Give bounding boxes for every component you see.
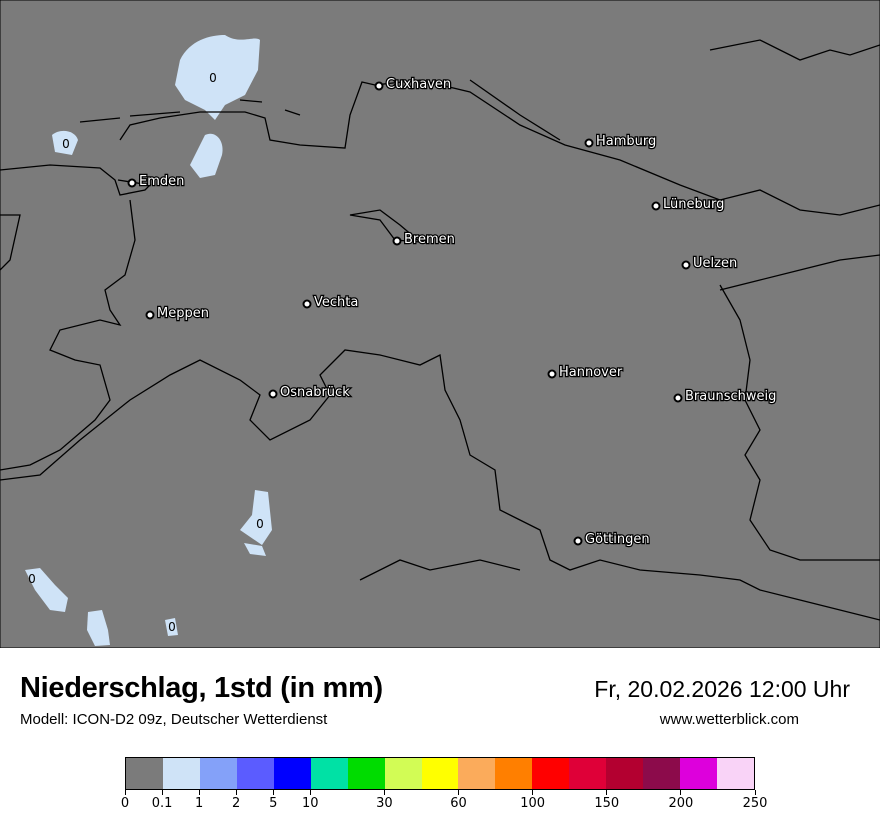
forecast-datetime: Fr, 20.02.2026 12:00 Uhr	[594, 676, 850, 702]
legend-swatch	[236, 758, 274, 789]
city-dot	[374, 81, 384, 91]
legend-swatch	[162, 758, 200, 789]
city-markers: Cuxhaven Hamburg Emden Lüneburg Bremen Uelzen…	[127, 76, 778, 548]
legend-tick-label: 200	[668, 796, 694, 811]
legend-tick	[754, 790, 756, 795]
legend-tick-label: 1	[194, 796, 204, 811]
legend-swatch	[126, 758, 163, 789]
legend-swatch	[680, 758, 717, 789]
value-labels: 0 0 0 0 0	[28, 71, 264, 634]
precip-area-s4	[244, 543, 266, 556]
map-title: Niederschlag, 1std (in mm)	[20, 672, 383, 704]
legend-tick	[198, 790, 200, 795]
precipitation-areas	[25, 35, 272, 646]
map-background	[0, 0, 880, 648]
legend-tick	[680, 790, 682, 795]
city-label: Vechta	[314, 295, 358, 310]
legend-ticks: 0 0.1 1 2 5 10 30 60 100 150 200 250	[121, 790, 767, 820]
city-dot	[547, 369, 557, 379]
legend-swatch	[310, 758, 348, 789]
city-label: Hannover	[559, 365, 623, 380]
precipitation-map: Cuxhaven Hamburg Emden Lüneburg Bremen Uelzen…	[0, 0, 880, 648]
city-label: Meppen	[157, 306, 209, 321]
model-source: Modell: ICON-D2 09z, Deutscher Wetterdie…	[20, 711, 328, 728]
legend-tick-label: 100	[520, 796, 546, 811]
city-dot	[673, 393, 683, 403]
city-dot	[573, 536, 583, 546]
legend-swatch	[384, 758, 422, 789]
legend-tick-label: 0	[120, 796, 130, 811]
legend-tick-label: 150	[594, 796, 620, 811]
legend-swatch	[717, 758, 754, 789]
city-label: Lüneburg	[663, 197, 724, 212]
precip-area-sw	[25, 568, 68, 612]
precip-area-north-sea	[175, 35, 260, 120]
city-label: Braunschweig	[685, 389, 776, 404]
legend-swatch	[495, 758, 533, 789]
legend-tick-label: 2	[232, 796, 241, 811]
legend-tick-label: 60	[450, 796, 467, 811]
legend-tick-label: 30	[376, 796, 393, 811]
city-label: Cuxhaven	[386, 77, 451, 92]
city-label: Osnabrück	[280, 385, 350, 400]
city-label: Göttingen	[585, 532, 650, 547]
city-dot	[268, 389, 278, 399]
legend-tick-label: 5	[269, 796, 278, 811]
legend-swatch	[458, 758, 496, 789]
city-dot	[127, 178, 137, 188]
legend-tick	[161, 790, 163, 795]
city-dot	[302, 299, 312, 309]
city-dot	[651, 201, 661, 211]
precip-area-sw2	[87, 610, 110, 646]
legend-swatch	[532, 758, 570, 789]
legend-swatch	[273, 758, 311, 789]
legend-swatch	[606, 758, 644, 789]
city-label: Bremen	[404, 232, 455, 247]
legend-tick	[383, 790, 385, 795]
legend-tick	[235, 790, 237, 795]
legend-tick	[309, 790, 311, 795]
legend-swatch	[347, 758, 385, 789]
legend-swatch	[421, 758, 459, 789]
city-label: Emden	[139, 174, 184, 189]
color-legend	[125, 757, 755, 790]
city-dot	[681, 260, 691, 270]
city-dot	[584, 138, 594, 148]
value-label: 0	[62, 137, 70, 151]
legend-tick	[532, 790, 534, 795]
value-label: 0	[209, 71, 217, 85]
city-label: Hamburg	[596, 134, 656, 149]
legend-tick	[272, 790, 274, 795]
website-link[interactable]: www.wetterblick.com	[659, 711, 799, 728]
precip-area-south	[240, 490, 272, 545]
precip-area-west	[52, 130, 78, 155]
legend-tick	[458, 790, 460, 795]
city-dot	[392, 236, 402, 246]
legend-tick	[124, 790, 126, 795]
legend-swatch	[199, 758, 237, 789]
legend-tick-label: 10	[302, 796, 319, 811]
legend-swatch	[569, 758, 607, 789]
legend-tick-label: 250	[742, 796, 768, 811]
value-label: 0	[28, 572, 36, 586]
value-label: 0	[256, 517, 264, 531]
precip-area-coast	[190, 133, 223, 178]
city-label: Uelzen	[693, 256, 737, 271]
legend-tick-label: 0.1	[151, 796, 173, 811]
precip-area-s3	[165, 618, 178, 636]
legend-swatch	[643, 758, 681, 789]
city-dot	[145, 310, 155, 320]
value-label: 0	[168, 620, 176, 634]
legend-tick	[606, 790, 608, 795]
